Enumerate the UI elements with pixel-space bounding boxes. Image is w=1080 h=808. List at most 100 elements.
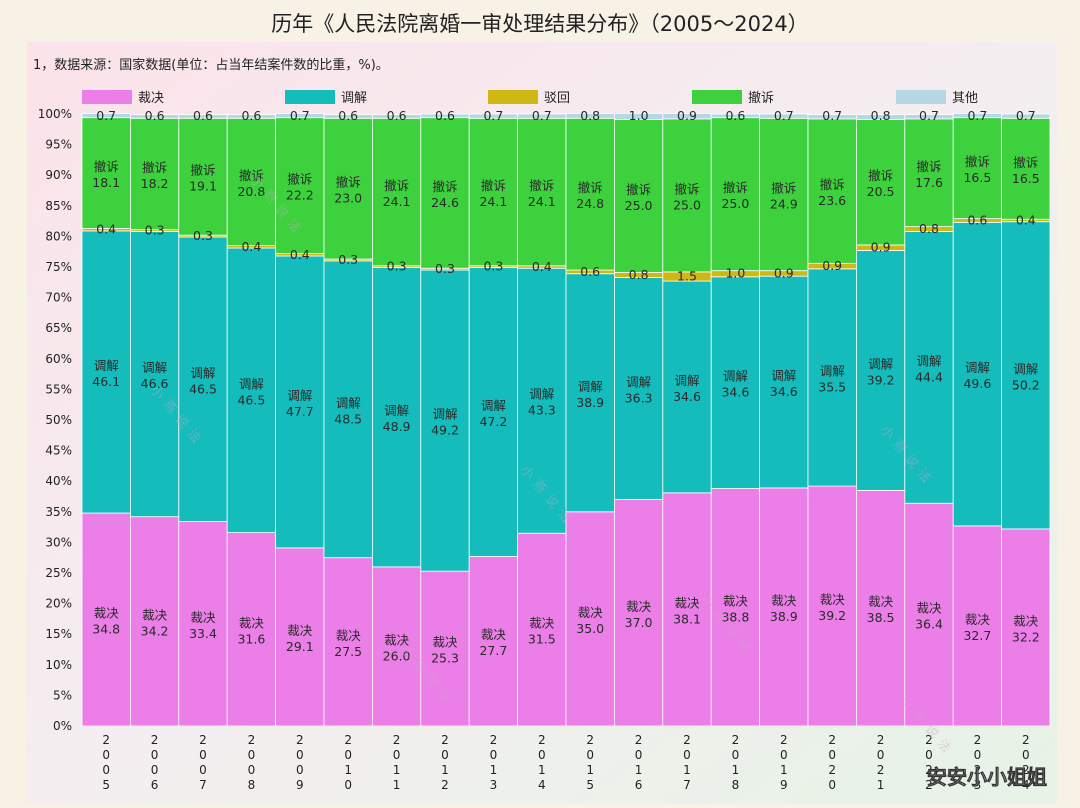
- segment-value-label-other: 0.7: [290, 108, 310, 123]
- segment-value-label: 38.9: [770, 609, 798, 624]
- segment-value-label: 46.5: [237, 392, 265, 407]
- x-tick-digit: 6: [151, 778, 159, 792]
- segment-value-label-reject: 0.4: [1016, 212, 1036, 227]
- segment-value-label: 31.5: [528, 632, 556, 647]
- segment-name-label: 裁决: [820, 592, 846, 607]
- segment-value-label: 18.1: [92, 175, 120, 190]
- bar-segment-调解-2022: [904, 231, 954, 504]
- signature-watermark: 安安小小姐姐: [927, 765, 1047, 789]
- segment-name-label: 裁决: [1013, 613, 1039, 628]
- legend-swatch: [285, 90, 335, 104]
- segment-value-label-other: 0.8: [580, 108, 600, 123]
- legend-label: 其他: [952, 91, 978, 106]
- segment-value-label: 39.2: [818, 608, 846, 623]
- y-tick-label: 20%: [45, 597, 72, 611]
- segment-value-label-other: 0.6: [241, 108, 261, 123]
- x-tick-digit: 2: [683, 733, 691, 747]
- bar-segment-调解-2024: [1001, 221, 1051, 530]
- x-tick-digit: 5: [586, 778, 594, 792]
- x-tick-digit: 2: [538, 733, 546, 747]
- segment-name-label: 裁决: [868, 594, 894, 609]
- legend-item-1: 调解: [285, 90, 367, 106]
- segment-name-label: 裁决: [674, 595, 700, 610]
- x-tick-digit: 0: [732, 748, 740, 762]
- x-tick-digit: 0: [877, 748, 885, 762]
- x-tick-digit: 0: [780, 748, 788, 762]
- segment-value-label-other: 1.0: [629, 108, 649, 123]
- segment-value-label-other: 0.7: [774, 108, 794, 123]
- chart-title: 历年《人民法院离婚一审处理结果分布》（2005～2024）: [271, 12, 808, 36]
- x-tick-digit: 0: [490, 748, 498, 762]
- bar-segment-撤诉-2013: [468, 117, 519, 267]
- segment-value-label: 24.9: [770, 196, 798, 211]
- segment-value-label-reject: 1.5: [677, 268, 697, 283]
- segment-value-label-reject: 0.3: [387, 259, 407, 274]
- bar-segment-撤诉-2022: [904, 118, 954, 228]
- segment-value-label-other: 0.6: [725, 108, 745, 123]
- segment-name-label: 调解: [965, 360, 990, 375]
- segment-value-label-other: 0.6: [338, 108, 358, 123]
- x-tick-digit: 0: [925, 748, 933, 762]
- bar-segment-裁决-2017: [662, 492, 712, 727]
- segment-name-label: 调解: [384, 403, 409, 418]
- x-tick-digit: 0: [974, 748, 982, 762]
- segment-name-label: 裁决: [723, 593, 749, 608]
- segment-value-label-reject: 0.6: [580, 264, 600, 279]
- segment-value-label: 49.6: [963, 376, 991, 391]
- bar-segment-调解-2006: [129, 231, 180, 518]
- bar-segment-裁决-2022: [904, 502, 954, 727]
- bar-segment-撤诉-2015: [565, 117, 615, 271]
- segment-value-label: 39.2: [867, 372, 895, 387]
- segment-labels: 裁决34.8调解46.10.4撤诉18.10.7裁决34.2调解46.60.3撤…: [92, 108, 1039, 666]
- segment-name-label: 裁决: [190, 610, 216, 625]
- segment-name-label: 裁决: [771, 593, 797, 608]
- segment-name-label: 裁决: [578, 605, 604, 620]
- bar-segment-调解-2010: [323, 260, 373, 559]
- y-tick-label: 40%: [45, 474, 72, 488]
- x-tick-digit: 0: [296, 748, 304, 762]
- segment-value-label: 33.4: [189, 626, 217, 641]
- segment-value-label: 19.1: [189, 179, 217, 194]
- bar-segment-调解-2023: [952, 221, 1003, 527]
- x-tick-digit: 2: [102, 733, 110, 747]
- segment-value-label-other: 0.7: [822, 108, 842, 123]
- x-tick-digit: 1: [490, 763, 498, 777]
- segment-name-label: 撤诉: [674, 181, 699, 196]
- x-tick-digit: 2: [490, 733, 498, 747]
- segment-value-label: 27.5: [334, 644, 362, 659]
- x-tick-digit: 2: [974, 733, 982, 747]
- x-tick-digit: 6: [635, 778, 643, 792]
- legend-swatch: [896, 90, 946, 104]
- segment-value-label: 16.5: [1012, 171, 1040, 186]
- bar-segment-裁决-2024: [1001, 528, 1051, 727]
- x-tick-digit: 1: [586, 763, 594, 777]
- bar-segment-撤诉-2018: [710, 117, 761, 272]
- segment-value-label-other: 0.7: [483, 108, 503, 123]
- segment-value-label-reject: 1.0: [725, 266, 745, 281]
- segment-value-label: 47.2: [479, 414, 507, 429]
- segment-name-label: 裁决: [916, 601, 942, 616]
- segment-name-label: 撤诉: [723, 180, 748, 195]
- y-tick-label: 55%: [45, 382, 72, 396]
- segment-value-label: 34.6: [673, 389, 701, 404]
- x-tick-digit: 2: [441, 778, 449, 792]
- segment-name-label: 调解: [287, 388, 312, 403]
- bar-segment-裁决-2006: [129, 516, 180, 727]
- segment-value-label: 26.0: [383, 648, 411, 663]
- segment-value-label: 31.6: [237, 631, 265, 646]
- x-tick-digit: 2: [1022, 763, 1030, 777]
- legend-item-0: 裁决: [82, 90, 164, 106]
- segment-value-label: 24.6: [431, 195, 459, 210]
- bar-segment-其他-2024: [1001, 113, 1051, 119]
- x-tick-digit: 0: [248, 763, 256, 777]
- x-tick-digit: 1: [441, 763, 449, 777]
- x-tick-digit: 8: [732, 778, 740, 792]
- segment-value-label-reject: 0.3: [435, 261, 455, 276]
- x-tick-digit: 1: [780, 763, 788, 777]
- bar-segment-撤诉-2024: [1001, 117, 1051, 220]
- bar-segment-裁决-2012: [420, 570, 470, 727]
- x-tick-digit: 2: [780, 733, 788, 747]
